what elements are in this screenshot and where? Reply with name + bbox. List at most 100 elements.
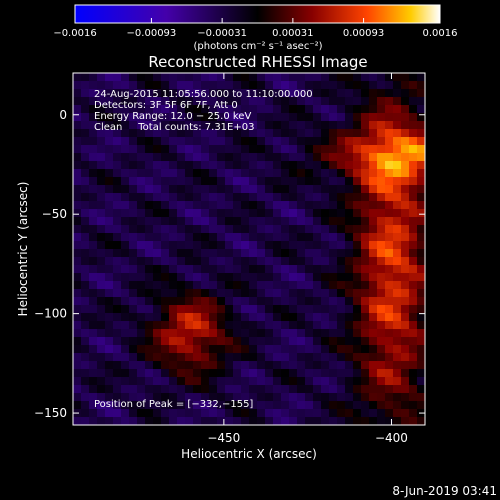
- heatmap-cell: [377, 145, 386, 154]
- heatmap-cell: [145, 337, 154, 346]
- heatmap-cell: [201, 169, 210, 178]
- heatmap-cell: [129, 137, 138, 146]
- heatmap-cell: [321, 337, 330, 346]
- heatmap-cell: [97, 369, 106, 378]
- heatmap-cell: [97, 353, 106, 362]
- heatmap-cell: [337, 177, 346, 186]
- heatmap-cell: [289, 169, 298, 178]
- heatmap-cell: [353, 153, 362, 162]
- heatmap-cell: [401, 329, 410, 338]
- heatmap-cell: [377, 329, 386, 338]
- heatmap-cell: [393, 185, 402, 194]
- heatmap-cell: [145, 89, 154, 98]
- heatmap-cell: [89, 313, 98, 322]
- heatmap-cell: [297, 417, 306, 426]
- heatmap-cell: [353, 121, 362, 130]
- heatmap-cell: [281, 289, 290, 298]
- heatmap-cell: [409, 105, 418, 114]
- heatmap-cell: [97, 409, 106, 418]
- heatmap-cell: [201, 257, 210, 266]
- heatmap-cell: [129, 361, 138, 370]
- heatmap-cell: [289, 193, 298, 202]
- heatmap-cell: [305, 233, 314, 242]
- heatmap-cell: [105, 281, 114, 290]
- heatmap-cell: [145, 321, 154, 330]
- heatmap-cell: [281, 81, 290, 90]
- heatmap-cell: [321, 305, 330, 314]
- heatmap-cell: [105, 121, 114, 130]
- heatmap-cell: [329, 233, 338, 242]
- heatmap-cell: [417, 161, 426, 170]
- heatmap-cell: [225, 377, 234, 386]
- heatmap-cell: [417, 377, 426, 386]
- heatmap-cell: [241, 281, 250, 290]
- heatmap-cell: [97, 201, 106, 210]
- heatmap-cell: [289, 329, 298, 338]
- heatmap-cell: [105, 409, 114, 418]
- heatmap-cell: [177, 145, 186, 154]
- heatmap-cell: [297, 225, 306, 234]
- heatmap-cell: [209, 273, 218, 282]
- heatmap-cell: [185, 353, 194, 362]
- heatmap-cell: [137, 169, 146, 178]
- heatmap-cell: [257, 417, 266, 426]
- heatmap-cell: [281, 129, 290, 138]
- heatmap-cell: [337, 281, 346, 290]
- heatmap-cell: [417, 313, 426, 322]
- heatmap-cell: [281, 377, 290, 386]
- heatmap-cell: [145, 305, 154, 314]
- heatmap-cell: [289, 177, 298, 186]
- heatmap-cell: [89, 409, 98, 418]
- chart-title: Reconstructed RHESSI Image: [148, 53, 367, 71]
- heatmap-cell: [273, 97, 282, 106]
- heatmap-cell: [329, 249, 338, 258]
- heatmap-cell: [249, 265, 258, 274]
- heatmap-cell: [305, 161, 314, 170]
- heatmap-cell: [137, 369, 146, 378]
- heatmap-cell: [177, 273, 186, 282]
- heatmap-cell: [353, 161, 362, 170]
- heatmap-cell: [73, 377, 82, 386]
- heatmap-cell: [233, 417, 242, 426]
- heatmap-cell: [169, 89, 178, 98]
- heatmap-cell: [73, 337, 82, 346]
- heatmap-cell: [385, 305, 394, 314]
- heatmap-cell: [81, 161, 90, 170]
- heatmap-cell: [313, 321, 322, 330]
- heatmap-cell: [417, 137, 426, 146]
- heatmap-cell: [129, 201, 138, 210]
- heatmap-cell: [105, 73, 114, 82]
- heatmap-cell: [361, 113, 370, 122]
- heatmap-cell: [241, 321, 250, 330]
- heatmap-cell: [353, 249, 362, 258]
- heatmap-cell: [177, 353, 186, 362]
- heatmap-cell: [249, 129, 258, 138]
- heatmap-cell: [345, 401, 354, 410]
- heatmap-cell: [193, 345, 202, 354]
- heatmap-cell: [113, 353, 122, 362]
- heatmap-cell: [249, 273, 258, 282]
- heatmap-cell: [289, 73, 298, 82]
- heatmap-cell: [297, 145, 306, 154]
- heatmap-cell: [121, 105, 130, 114]
- heatmap-cell: [241, 89, 250, 98]
- heatmap-cell: [169, 105, 178, 114]
- heatmap-cell: [289, 81, 298, 90]
- heatmap-cell: [281, 273, 290, 282]
- heatmap-cell: [313, 393, 322, 402]
- heatmap-cell: [97, 417, 106, 426]
- heatmap-cell: [169, 369, 178, 378]
- heatmap-cell: [409, 201, 418, 210]
- heatmap-cell: [177, 401, 186, 410]
- heatmap-cell: [393, 281, 402, 290]
- heatmap-cell: [337, 217, 346, 226]
- heatmap-cell: [113, 185, 122, 194]
- heatmap-cell: [241, 137, 250, 146]
- heatmap-cell: [193, 233, 202, 242]
- heatmap-cell: [281, 185, 290, 194]
- heatmap-cell: [385, 201, 394, 210]
- heatmap-cell: [417, 193, 426, 202]
- heatmap-cell: [305, 217, 314, 226]
- heatmap-cell: [257, 73, 266, 82]
- heatmap-cell: [281, 225, 290, 234]
